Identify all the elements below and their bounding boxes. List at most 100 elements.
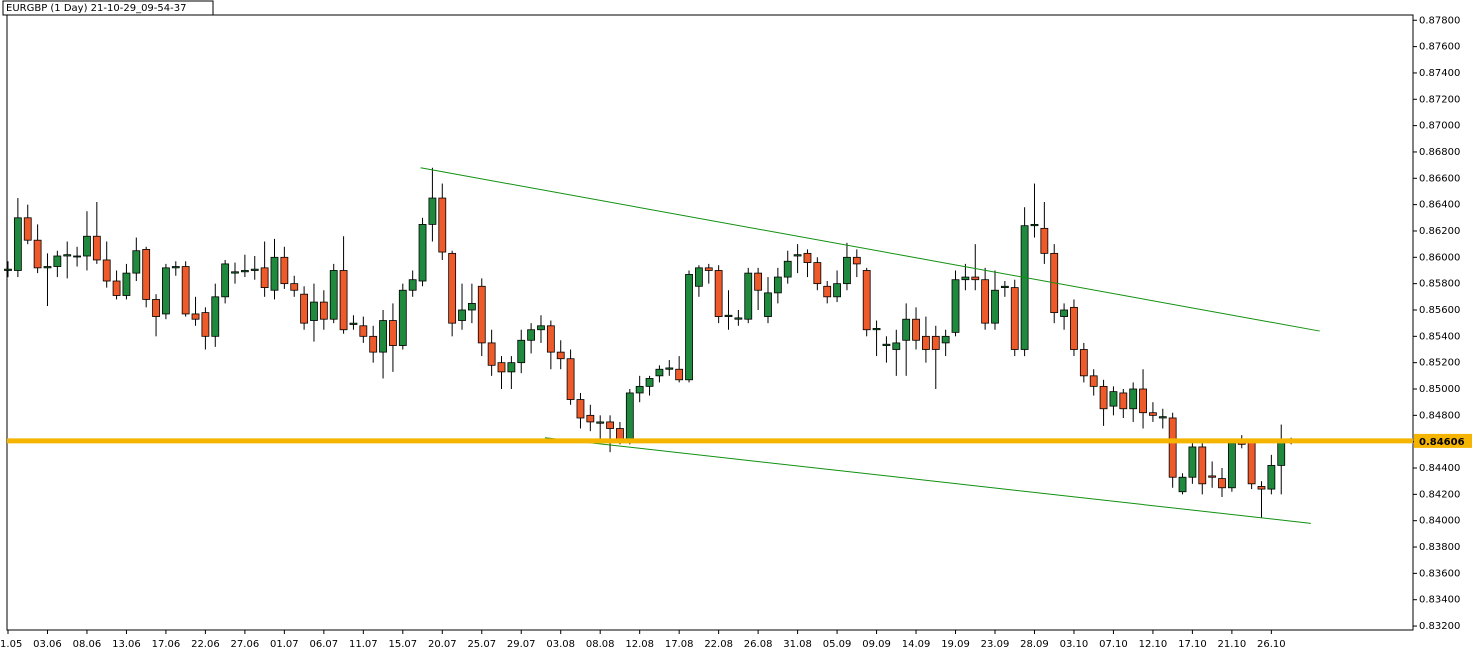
candle-body (606, 421, 614, 429)
candle-body (467, 303, 476, 311)
candle-body (1030, 223, 1039, 227)
candle-body (102, 259, 111, 282)
candle-body (1257, 486, 1266, 490)
candle-body (852, 256, 861, 265)
candle-body (171, 266, 180, 269)
candle-body (83, 235, 91, 257)
candle-body (13, 217, 22, 271)
candle-body (645, 378, 654, 387)
x-tick-label: 21.10 (1218, 639, 1247, 650)
candle-body (556, 351, 565, 360)
candle-body (379, 320, 387, 353)
candle-body (566, 358, 575, 400)
y-tick-label: 0.84800 (1419, 410, 1460, 421)
candle-body (843, 256, 851, 285)
candle-body (438, 197, 447, 253)
candle-body (892, 342, 901, 350)
candle-body (408, 279, 417, 291)
candle-body (1218, 478, 1226, 489)
candle-body (1079, 349, 1088, 377)
x-tick-label: 29.07 (507, 639, 536, 650)
candle-body (231, 271, 239, 274)
candle-body (931, 335, 940, 350)
candle-body (389, 320, 397, 346)
x-tick-label: 14.09 (902, 639, 931, 650)
candle-body (833, 283, 841, 298)
candle-body (1149, 412, 1157, 416)
x-tick-label: 12.08 (625, 639, 654, 650)
candle-body (655, 368, 664, 377)
y-tick-label: 0.85600 (1419, 305, 1460, 316)
candle-body (1208, 475, 1217, 478)
candle-body (329, 270, 338, 320)
price-label: 0.84606 (1419, 437, 1465, 448)
candle-body (240, 270, 249, 273)
plot-frame (6, 14, 1414, 631)
candle-body (300, 293, 309, 324)
candle-body (1119, 392, 1128, 410)
candle-body (349, 322, 358, 325)
candle-body (517, 339, 526, 364)
candle-body (1060, 309, 1068, 317)
y-tick-label: 0.84400 (1419, 463, 1460, 474)
x-tick-label: 01.07 (270, 639, 299, 650)
x-tick-label: 26.08 (744, 639, 773, 650)
candle-body (941, 335, 950, 344)
candle-body (1139, 388, 1147, 414)
trend-line (420, 167, 1320, 332)
candle-body (53, 255, 62, 267)
y-tick-label: 0.85400 (1419, 331, 1460, 342)
candle-body (92, 235, 101, 261)
candle-body (685, 274, 693, 381)
x-tick-label: 11.07 (349, 639, 378, 650)
candle-body (211, 296, 220, 337)
candle-body (43, 266, 52, 269)
price-label-box (1414, 433, 1472, 448)
candle-body (122, 272, 131, 296)
x-tick-label: 22.06 (191, 639, 220, 650)
candle-body (181, 266, 190, 315)
x-tick-label: 03.08 (546, 639, 575, 650)
x-tick-label: 05.09 (823, 639, 852, 650)
x-tick-label: 06.07 (310, 639, 339, 650)
candle-body (625, 392, 634, 440)
candle-body (635, 385, 644, 394)
candle-body (714, 270, 723, 317)
y-tick-label: 0.83800 (1419, 542, 1460, 553)
candle-body (280, 256, 289, 285)
candle-body (477, 285, 486, 344)
x-tick-label: 22.08 (704, 639, 733, 650)
candle-body (596, 421, 605, 424)
candle-body (1168, 417, 1177, 478)
candle-body (971, 276, 980, 281)
candle-body (270, 256, 279, 291)
candle-body (704, 267, 713, 271)
y-tick-label: 0.86200 (1419, 226, 1460, 237)
candle-body (4, 268, 12, 271)
candle-body (695, 267, 703, 287)
y-tick-label: 0.85000 (1419, 384, 1460, 395)
candle-body (823, 285, 832, 298)
candle-body (33, 239, 42, 269)
candle-body (369, 335, 378, 353)
candle-body (1158, 416, 1167, 419)
y-tick-label: 0.87800 (1419, 15, 1460, 26)
y-tick-label: 0.83600 (1419, 568, 1460, 579)
x-tick-label: 03.06 (33, 639, 62, 650)
candle-body (862, 270, 871, 331)
y-tick-label: 0.84200 (1419, 489, 1460, 500)
candle-body (576, 399, 585, 419)
candle-body (1099, 385, 1108, 410)
y-tick-label: 0.84000 (1419, 516, 1460, 527)
candle-body (724, 314, 733, 317)
candle-body (487, 342, 496, 366)
x-tick-label: 08.06 (73, 639, 102, 650)
x-tick-label: 03.10 (1060, 639, 1089, 650)
candle-body (527, 329, 536, 341)
candle-body (398, 289, 407, 346)
candle-body (162, 267, 170, 315)
candle-body (112, 280, 121, 296)
x-tick-label: 13.06 (112, 639, 141, 650)
x-tick-label: 31.08 (783, 639, 812, 650)
candle-body (260, 267, 269, 289)
